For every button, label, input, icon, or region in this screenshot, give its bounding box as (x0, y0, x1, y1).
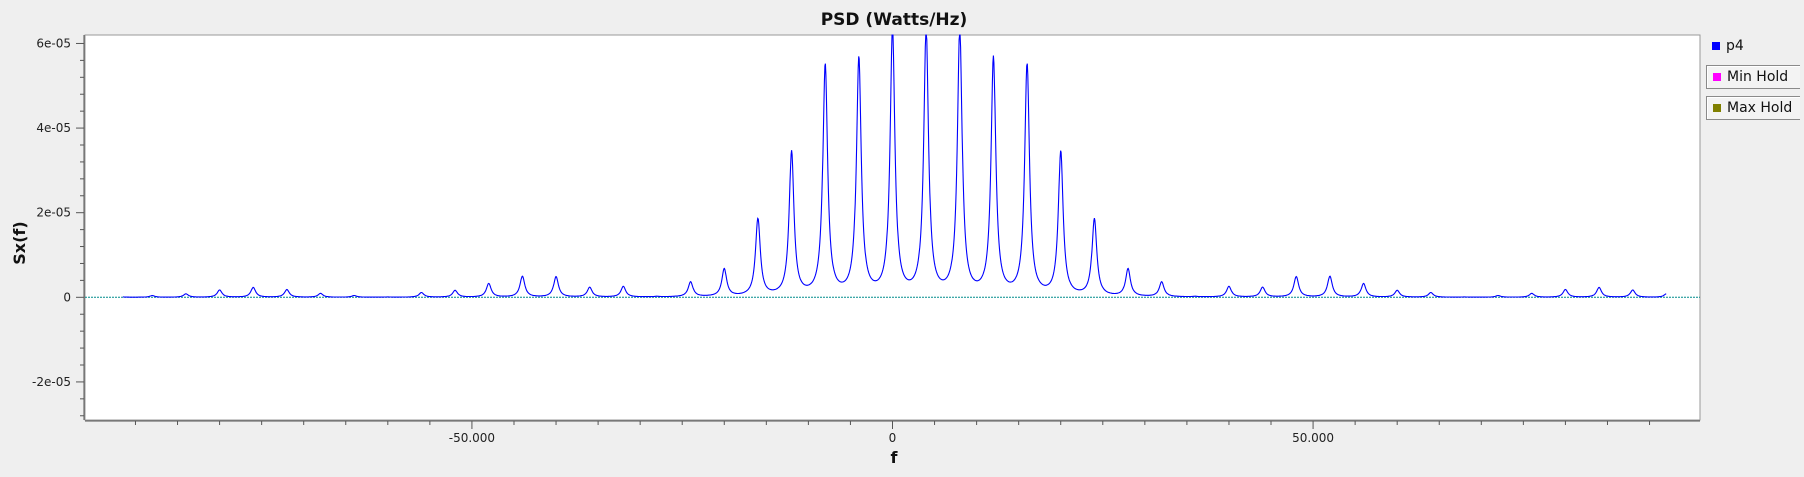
legend-swatch-icon (1713, 104, 1721, 112)
y-tick-label: 0 (63, 290, 71, 304)
y-tick-label: 4e-05 (36, 121, 71, 135)
y-axis: -2e-05 0 2e-05 4e-05 6e-05 (32, 35, 85, 420)
legend-swatch-icon (1713, 73, 1721, 81)
legend-label: p4 (1726, 38, 1744, 54)
y-tick-label: -2e-05 (32, 375, 71, 389)
y-tick-label: 2e-05 (36, 206, 71, 220)
x-axis-label: f (891, 448, 899, 467)
y-tick-label: 6e-05 (36, 36, 71, 50)
x-tick-label: -50.000 (449, 431, 495, 445)
plot-canvas (84, 34, 1701, 421)
x-tick-label: 50.000 (1292, 431, 1334, 445)
series-p4-line (122, 34, 1667, 298)
y-axis-label: Sx(f) (10, 221, 29, 264)
legend-label: Min Hold (1727, 69, 1789, 85)
legend: p4 Min Hold Max Hold (1706, 34, 1800, 127)
legend-item-max-hold[interactable]: Max Hold (1706, 96, 1800, 120)
chart-title: PSD (Watts/Hz) (821, 10, 968, 30)
legend-swatch-icon (1712, 42, 1720, 50)
legend-item-p4[interactable]: p4 (1706, 34, 1800, 58)
legend-item-min-hold[interactable]: Min Hold (1706, 65, 1800, 89)
x-axis: -50.000 0 50.000 (85, 420, 1700, 445)
x-tick-label: 0 (889, 431, 897, 445)
plot-canvas-layer (84, 34, 1701, 421)
legend-label: Max Hold (1727, 100, 1793, 116)
